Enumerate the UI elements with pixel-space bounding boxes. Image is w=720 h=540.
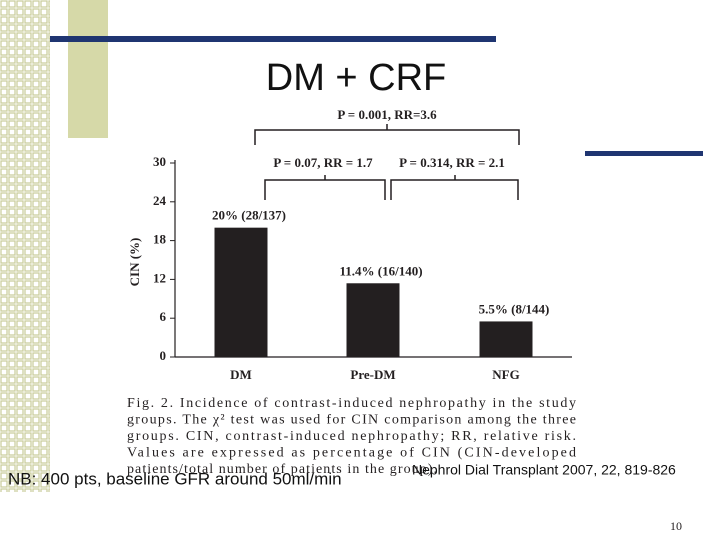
- bracket: [254, 124, 520, 145]
- y-tick-label: 0: [160, 348, 167, 363]
- y-tick-label: 30: [153, 154, 166, 169]
- bracket: [390, 175, 519, 200]
- y-axis-label: CIN (%): [127, 238, 142, 287]
- annotation: P = 0.07, RR = 1.7: [273, 155, 373, 170]
- checker-strip: [0, 0, 50, 492]
- page-number: 10: [670, 519, 682, 533]
- bracket: [264, 175, 386, 200]
- citation: Nephrol Dial Transplant 2007, 22, 819-82…: [412, 462, 676, 478]
- y-tick-label: 24: [153, 193, 167, 208]
- accent-square: [68, 0, 108, 138]
- x-tick-label: DM: [230, 367, 252, 382]
- accent-rule: [585, 151, 703, 156]
- annotation: P = 0.314, RR = 2.1: [399, 155, 505, 170]
- y-tick-label: 18: [153, 232, 167, 247]
- x-tick-label: Pre-DM: [350, 367, 395, 382]
- note: NB: 400 pts, baseline GFR around 50ml/mi…: [8, 469, 342, 488]
- bar: [214, 227, 268, 357]
- slide-title: DM + CRF: [266, 57, 447, 99]
- caption-line: patients/total number of patients in the…: [127, 462, 437, 477]
- caption-line: Fig. 2. Incidence of contrast-induced ne…: [127, 396, 576, 411]
- caption-line: Values are expressed as percentage of CI…: [127, 446, 576, 461]
- value-label: 11.4% (16/140): [339, 263, 422, 278]
- annotation: P = 0.001, RR=3.6: [337, 107, 437, 122]
- value-label: 20% (28/137): [212, 208, 286, 223]
- caption-line: groups. The χ² test was used for CIN com…: [127, 413, 576, 428]
- y-tick-label: 6: [160, 309, 167, 324]
- bar: [346, 283, 400, 357]
- y-tick-label: 12: [153, 270, 166, 285]
- bar: [479, 321, 533, 357]
- caption-line: groups. CIN, contrast-induced nephropath…: [127, 429, 576, 444]
- value-label: 5.5% (8/144): [479, 301, 550, 316]
- x-tick-label: NFG: [492, 367, 519, 382]
- title-rule: [50, 36, 496, 42]
